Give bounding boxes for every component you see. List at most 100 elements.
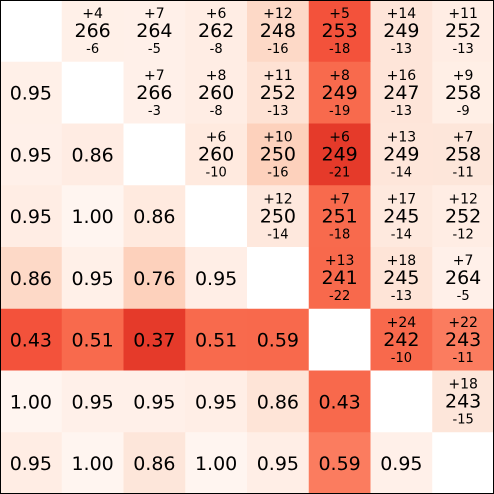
delta-up-label: +13 xyxy=(387,130,417,146)
score-label: 243 xyxy=(445,329,481,351)
heatmap-cell-6-0 xyxy=(0,370,63,433)
delta-up-label: +7 xyxy=(144,68,165,84)
heatmap-cell-3-7 xyxy=(432,185,494,248)
similarity-label-7-5: 0.59 xyxy=(318,453,360,475)
delta-down-label: -3 xyxy=(148,104,161,119)
heatmap-cell-0-1 xyxy=(61,0,124,63)
delta-down-label: -16 xyxy=(267,166,288,181)
heatmap-cell-4-3 xyxy=(185,247,248,310)
score-label: 250 xyxy=(260,205,296,227)
heatmap-cell-6-5 xyxy=(308,370,371,433)
delta-down-label: -10 xyxy=(391,351,412,366)
delta-up-label: +17 xyxy=(387,191,417,207)
delta-down-label: -18 xyxy=(329,227,350,242)
delta-up-label: +7 xyxy=(453,130,474,146)
heatmap-cell-3-0 xyxy=(0,185,63,248)
heatmap-cell-2-2 xyxy=(123,123,186,186)
heatmap-cell-5-6 xyxy=(370,308,433,371)
heatmap-cell-3-3 xyxy=(185,185,248,248)
score-label: 251 xyxy=(321,205,357,227)
delta-down-label: -14 xyxy=(391,166,412,181)
score-label: 249 xyxy=(321,82,357,104)
delta-up-label: +14 xyxy=(387,6,417,22)
delta-down-label: -11 xyxy=(453,351,474,366)
delta-down-label: -10 xyxy=(206,166,227,181)
similarity-label-5-3: 0.51 xyxy=(195,330,237,352)
delta-up-label: +9 xyxy=(453,68,474,84)
heatmap-cell-7-1 xyxy=(61,432,124,494)
heatmap-cell-0-2 xyxy=(123,0,186,63)
heatmap-cell-6-4 xyxy=(247,370,310,433)
delta-down-label: -12 xyxy=(453,227,474,242)
score-label: 266 xyxy=(74,20,110,42)
delta-down-label: -16 xyxy=(267,42,288,57)
score-label: 245 xyxy=(383,205,419,227)
heatmap-cell-6-3 xyxy=(185,370,248,433)
heatmap-cell-4-1 xyxy=(61,247,124,310)
similarity-label-6-4: 0.86 xyxy=(257,391,299,413)
score-label: 245 xyxy=(383,267,419,289)
heatmap-cell-1-6 xyxy=(370,61,433,124)
similarity-label-4-0: 0.86 xyxy=(10,268,52,290)
heatmap-cell-5-3 xyxy=(185,308,248,371)
delta-up-label: +7 xyxy=(144,6,165,22)
similarity-label-1-0: 0.95 xyxy=(10,83,52,105)
delta-down-label: -13 xyxy=(391,104,412,119)
heatmap-cell-2-6 xyxy=(370,123,433,186)
heatmap-cell-4-7 xyxy=(432,247,494,310)
similarity-label-6-1: 0.95 xyxy=(71,391,113,413)
heatmap-cell-5-4 xyxy=(247,308,310,371)
heatmap-cell-5-7 xyxy=(432,308,494,371)
similarity-label-4-1: 0.95 xyxy=(71,268,113,290)
heatmap-cell-1-3 xyxy=(185,61,248,124)
heatmap-cell-2-3 xyxy=(185,123,248,186)
delta-down-label: -21 xyxy=(329,166,350,181)
heatmap-cell-7-6 xyxy=(370,432,433,494)
heatmap-cell-1-7 xyxy=(432,61,494,124)
heatmap-cell-5-0 xyxy=(0,308,63,371)
score-label: 253 xyxy=(321,20,357,42)
heatmap-cell-3-2 xyxy=(123,185,186,248)
score-label: 249 xyxy=(383,20,419,42)
similarity-label-7-6: 0.95 xyxy=(380,453,422,475)
delta-down-label: -13 xyxy=(453,42,474,57)
similarity-label-3-2: 0.86 xyxy=(133,206,175,228)
similarity-label-7-2: 0.86 xyxy=(133,453,175,475)
score-label: 250 xyxy=(260,144,296,166)
score-label: 260 xyxy=(198,82,234,104)
heatmap-cell-3-5 xyxy=(308,185,371,248)
similarity-label-7-0: 0.95 xyxy=(10,453,52,475)
heatmap-cell-6-1 xyxy=(61,370,124,433)
delta-down-label: -22 xyxy=(329,289,350,304)
score-label: 262 xyxy=(198,20,234,42)
similarity-label-6-2: 0.95 xyxy=(133,391,175,413)
heatmap-cell-0-6 xyxy=(370,0,433,63)
heatmap-cell-4-4 xyxy=(247,247,310,310)
delta-up-label: +8 xyxy=(329,68,350,84)
delta-down-label: -8 xyxy=(210,42,223,57)
delta-up-label: +8 xyxy=(206,68,227,84)
heatmap-cell-3-6 xyxy=(370,185,433,248)
delta-up-label: +12 xyxy=(263,6,293,22)
delta-down-label: -18 xyxy=(329,42,350,57)
delta-up-label: +10 xyxy=(263,130,293,146)
delta-up-label: +24 xyxy=(387,315,417,331)
heatmap-cell-7-7 xyxy=(432,432,494,494)
heatmap-cell-7-2 xyxy=(123,432,186,494)
delta-up-label: +11 xyxy=(448,6,478,22)
heatmap-cell-2-1 xyxy=(61,123,124,186)
heatmap-cell-0-3 xyxy=(185,0,248,63)
delta-up-label: +7 xyxy=(329,191,350,207)
delta-down-label: -19 xyxy=(329,104,350,119)
delta-up-label: +5 xyxy=(329,6,350,22)
delta-up-label: +12 xyxy=(263,191,293,207)
delta-down-label: -8 xyxy=(210,104,223,119)
heatmap-cell-7-3 xyxy=(185,432,248,494)
heatmap-cell-0-0 xyxy=(0,0,63,63)
similarity-label-5-0: 0.43 xyxy=(10,330,52,352)
heatmap-cell-4-2 xyxy=(123,247,186,310)
delta-up-label: +16 xyxy=(387,68,417,84)
heatmap-cell-4-5 xyxy=(308,247,371,310)
heatmap-cell-0-5 xyxy=(308,0,371,63)
